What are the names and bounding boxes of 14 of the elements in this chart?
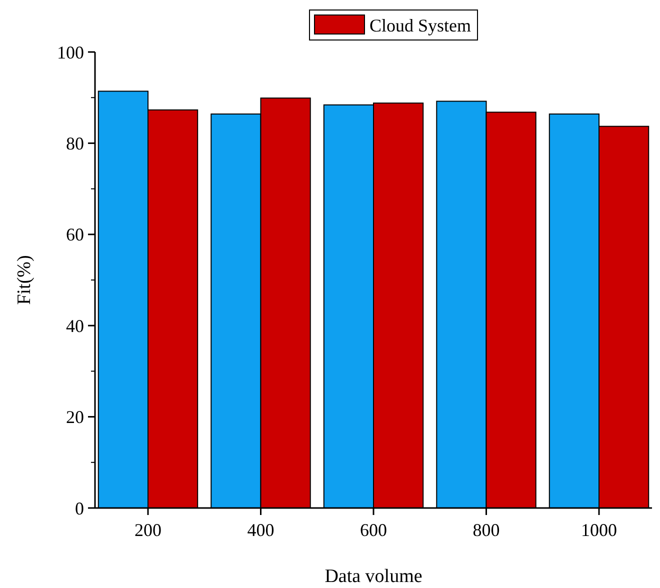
x-axis-title: Data volume [324, 566, 422, 587]
x-tick-label: 1000 [581, 520, 618, 540]
x-tick-label: 400 [247, 520, 274, 540]
y-tick-label: 100 [57, 42, 84, 62]
y-axis-title: Fit(%) [14, 255, 35, 305]
legend-label: Cloud System [370, 15, 472, 36]
y-tick-label: 0 [75, 498, 84, 518]
y-tick-label: 40 [66, 316, 84, 336]
x-tick-label: 600 [360, 520, 387, 540]
x-tick-label: 800 [472, 520, 500, 540]
y-tick-label: 80 [66, 134, 84, 154]
y-tick-label: 60 [66, 224, 84, 245]
y-tick-label: 20 [66, 407, 84, 428]
x-tick-label: 200 [134, 520, 162, 540]
